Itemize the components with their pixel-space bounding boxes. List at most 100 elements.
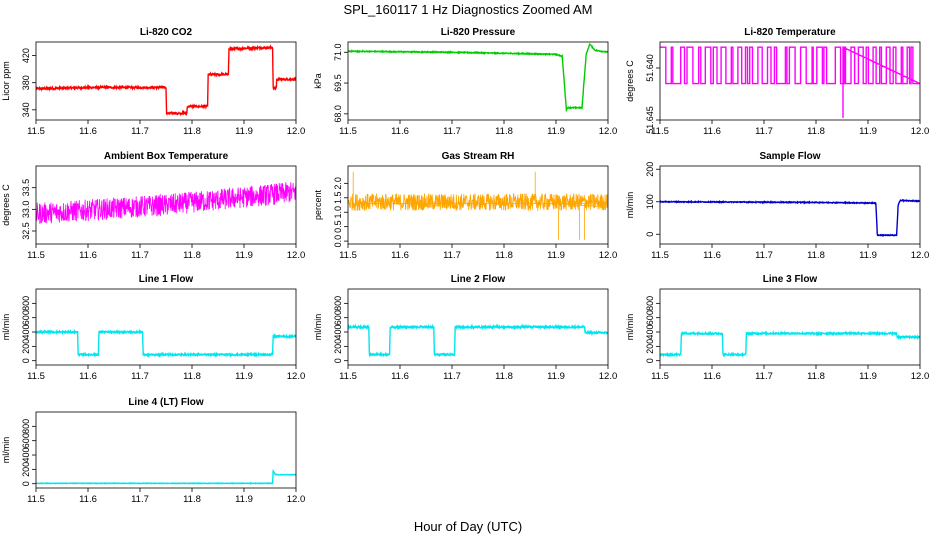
plot-frame <box>659 165 921 245</box>
x-tick-label: 11.7 <box>131 126 149 137</box>
y-tick-label: 800 <box>333 296 343 311</box>
series-line <box>36 328 296 359</box>
x-tick-label: 11.7 <box>755 250 773 261</box>
panel-title: Li-820 Pressure <box>441 27 516 38</box>
x-tick-label: 11.8 <box>183 371 201 382</box>
y-tick-label: 420 <box>21 48 31 63</box>
x-tick-label: 11.9 <box>547 126 565 137</box>
y-tick-label: 68.0 <box>333 105 343 123</box>
y-tick-label: 1.0 <box>333 206 343 219</box>
figure-title: SPL_160117 1 Hz Diagnostics Zoomed AM <box>343 2 592 17</box>
series-line <box>660 198 920 238</box>
x-tick-label: 12.0 <box>287 126 306 137</box>
y-tick-label: 600 <box>21 433 31 448</box>
y-axis-label: Licor ppm <box>1 61 11 101</box>
x-tick-label: 11.9 <box>235 494 253 505</box>
plot-frame <box>35 411 297 489</box>
x-tick-label: 12.0 <box>911 126 930 137</box>
y-tick-label: 33.5 <box>21 179 31 197</box>
y-tick-label: 400 <box>333 325 343 340</box>
y-tick-label: 0 <box>645 358 655 363</box>
panel-title: Ambient Box Temperature <box>104 151 229 162</box>
plot-frame <box>659 288 921 366</box>
x-tick-label: 11.8 <box>495 250 513 261</box>
panel-title: Line 1 Flow <box>139 274 194 285</box>
y-tick-label: 400 <box>645 325 655 340</box>
y-tick-label: 380 <box>21 75 31 90</box>
x-tick-label: 11.6 <box>703 250 721 261</box>
plot-frame <box>35 165 297 245</box>
y-axis-label: ml/min <box>313 314 323 341</box>
x-tick-label: 11.5 <box>651 126 669 137</box>
y-tick-label: 400 <box>21 325 31 340</box>
panel-li-820-temperature: Li-820 Temperature 11.5 11.6 11.7 11.8 11.9 12… <box>625 27 929 137</box>
y-tick-label: 200 <box>645 339 655 354</box>
figure-x-axis-label: Hour of Day (UTC) <box>414 519 522 534</box>
y-axis-label: ml/min <box>1 314 11 341</box>
panel-grid: Li-820 CO2 11.5 11.6 11.7 11.8 11.9 12.0 340 380… <box>1 27 929 505</box>
panel-line-4-lt-flow: Line 4 (LT) Flow 11.5 11.6 11.7 11.8 11.9 12.0… <box>1 397 305 505</box>
panel-title: Sample Flow <box>759 151 820 162</box>
y-tick-label: 200 <box>21 339 31 354</box>
x-tick-label: 11.9 <box>547 371 565 382</box>
x-tick-label: 12.0 <box>287 371 306 382</box>
x-tick-label: 11.9 <box>235 250 253 261</box>
x-tick-label: 11.5 <box>651 250 669 261</box>
y-tick-label: 1.5 <box>333 192 343 205</box>
plot-frame <box>659 41 921 121</box>
panel-title: Line 4 (LT) Flow <box>128 397 204 408</box>
x-tick-label: 11.7 <box>755 371 773 382</box>
x-tick-label: 11.5 <box>27 494 45 505</box>
series-line <box>348 323 608 358</box>
y-tick-label: 600 <box>333 310 343 325</box>
x-tick-label: 11.8 <box>183 126 201 137</box>
y-tick-label: 2.0 <box>333 177 343 190</box>
x-tick-label: 11.8 <box>807 250 825 261</box>
series-line <box>660 330 920 358</box>
x-tick-label: 11.6 <box>391 126 409 137</box>
x-tick-label: 11.8 <box>495 126 513 137</box>
x-tick-label: 11.9 <box>235 126 253 137</box>
y-tick-label: 100 <box>645 194 655 209</box>
x-tick-label: 11.8 <box>807 126 825 137</box>
y-axis-label: ml/min <box>1 437 11 464</box>
y-axis-label: percent <box>313 189 323 220</box>
y-tick-label: 200 <box>333 339 343 354</box>
panel-line-3-flow: Line 3 Flow 11.5 11.6 11.7 11.8 11.9 12.0 0 2004… <box>625 274 929 382</box>
y-tick-label: 0 <box>333 358 343 363</box>
x-tick-label: 12.0 <box>287 250 306 261</box>
plot-frame <box>347 288 609 366</box>
x-tick-label: 11.8 <box>495 371 513 382</box>
x-tick-label: 11.6 <box>79 250 97 261</box>
x-tick-label: 11.8 <box>183 494 201 505</box>
x-tick-label: 11.5 <box>339 126 357 137</box>
y-tick-label: 340 <box>21 102 31 117</box>
panel-line-1-flow: Line 1 Flow 11.5 11.6 11.7 11.8 11.9 12.0 0 2004… <box>1 274 305 382</box>
x-tick-label: 11.9 <box>547 250 565 261</box>
panel-title: Li-820 CO2 <box>140 27 193 38</box>
x-tick-label: 11.9 <box>859 250 877 261</box>
panel-title: Gas Stream RH <box>442 151 515 162</box>
x-tick-label: 12.0 <box>911 250 930 261</box>
panel-gas-stream-rh: Gas Stream RH 11.5 11.6 11.7 11.8 11.9 12.0 0.0… <box>313 151 617 261</box>
x-tick-label: 11.5 <box>27 371 45 382</box>
y-axis-label: kPa <box>313 73 323 89</box>
x-tick-label: 12.0 <box>911 371 930 382</box>
x-tick-label: 11.5 <box>27 126 45 137</box>
y-tick-label: 0.5 <box>333 220 343 233</box>
y-tick-label: 600 <box>21 310 31 325</box>
y-tick-label: 69.5 <box>333 74 343 92</box>
panel-li-820-pressure: Li-820 Pressure 11.5 11.6 11.7 11.8 11.9 12.0 6… <box>313 27 617 137</box>
y-tick-label: 0 <box>21 481 31 486</box>
x-tick-label: 11.7 <box>443 371 461 382</box>
panel-title: Line 3 Flow <box>763 274 818 285</box>
x-tick-label: 11.7 <box>443 250 461 261</box>
plot-frame <box>35 288 297 366</box>
series-line <box>36 43 296 117</box>
series-line <box>660 46 920 118</box>
x-tick-label: 11.6 <box>79 371 97 382</box>
x-tick-label: 11.6 <box>703 126 721 137</box>
y-axis-label: ml/min <box>625 314 635 341</box>
y-tick-label: 600 <box>645 310 655 325</box>
